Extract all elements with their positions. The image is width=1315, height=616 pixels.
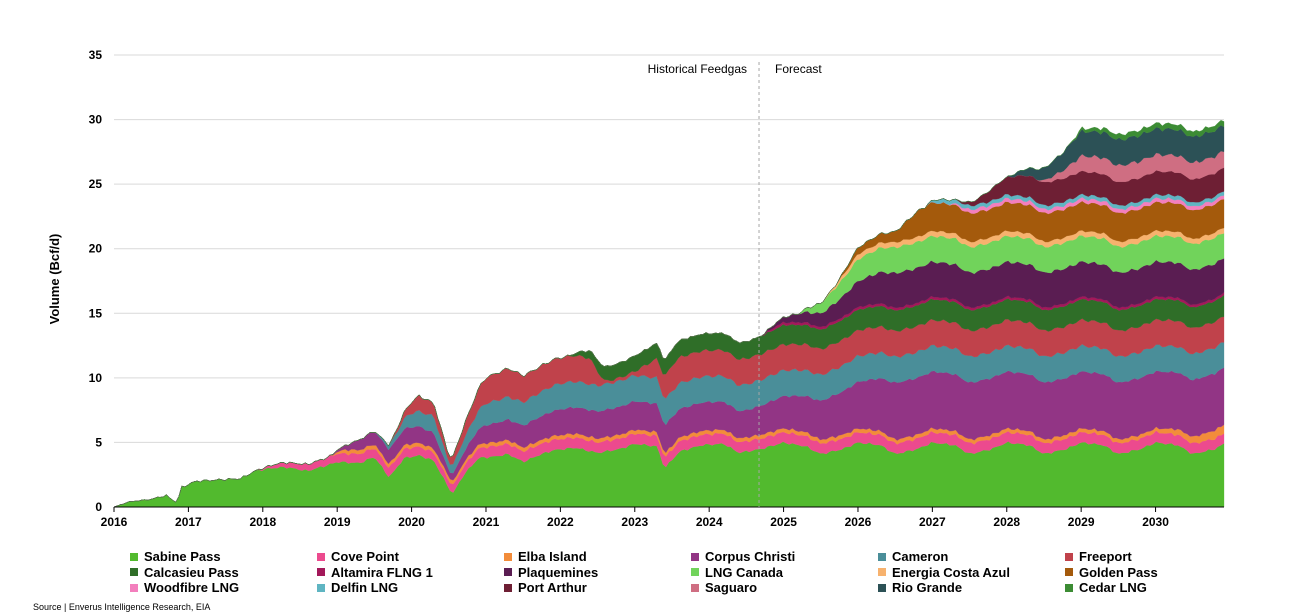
- legend-label: Energia Costa Azul: [892, 564, 1010, 580]
- x-tick-label: 2024: [696, 515, 723, 529]
- y-tick-label: 25: [89, 177, 103, 191]
- x-tick-label: 2016: [101, 515, 128, 529]
- legend-label: Calcasieu Pass: [144, 564, 239, 580]
- y-tick-label: 30: [89, 113, 103, 127]
- legend-swatch: [878, 583, 886, 592]
- legend-item: Port Arthur: [504, 580, 691, 596]
- legend-item: Saguaro: [691, 580, 878, 596]
- x-tick-label: 2018: [249, 515, 276, 529]
- legend-label: Delfin LNG: [331, 580, 399, 596]
- legend-swatch: [1065, 583, 1073, 592]
- legend-swatch: [504, 568, 512, 577]
- x-tick-label: 2019: [324, 515, 351, 529]
- legend-item: Cameron: [878, 549, 1065, 565]
- x-tick-label: 2026: [845, 515, 872, 529]
- grid-lines: [114, 54, 1224, 443]
- legend-item: Woodfibre LNG: [130, 580, 317, 596]
- x-tick-label: 2025: [770, 515, 797, 529]
- source-note: Source | Enverus Intelligence Research, …: [33, 602, 211, 612]
- legend-item: Cove Point: [317, 549, 504, 565]
- x-tick-label: 2030: [1142, 515, 1169, 529]
- legend-swatch: [878, 568, 886, 577]
- legend-swatch: [691, 568, 699, 577]
- x-tick-label: 2020: [398, 515, 425, 529]
- legend-item: Golden Pass: [1065, 565, 1250, 581]
- y-tick-label: 0: [95, 500, 102, 514]
- legend-item: Altamira FLNG 1: [317, 565, 504, 581]
- legend-label: Cameron: [892, 549, 949, 565]
- legend-swatch: [691, 552, 699, 561]
- legend-swatch: [504, 552, 512, 561]
- x-tick-label: 2028: [993, 515, 1020, 529]
- legend-swatch: [317, 568, 325, 577]
- legend-swatch: [317, 583, 325, 592]
- x-tick-label: 2021: [473, 515, 500, 529]
- legend-item: Sabine Pass: [130, 549, 317, 565]
- annotation-forecast: Forecast: [775, 62, 822, 76]
- x-tick-label: 2023: [621, 515, 648, 529]
- x-tick-label: 2027: [919, 515, 946, 529]
- legend-item: Plaquemines: [504, 565, 691, 581]
- legend-label: Cove Point: [331, 549, 399, 565]
- legend-label: Corpus Christi: [705, 549, 796, 565]
- legend-item: Energia Costa Azul: [878, 565, 1065, 581]
- legend-item: Cedar LNG: [1065, 580, 1250, 596]
- legend-label: Cedar LNG: [1079, 580, 1147, 596]
- legend-item: Elba Island: [504, 549, 691, 565]
- legend-swatch: [317, 552, 325, 561]
- annotations: Historical Feedgas Forecast: [648, 62, 822, 507]
- legend-item: Delfin LNG: [317, 580, 504, 596]
- legend-label: Woodfibre LNG: [144, 580, 240, 596]
- legend-label: Elba Island: [518, 549, 587, 565]
- y-tick-label: 10: [89, 371, 103, 385]
- legend-swatch: [1065, 568, 1073, 577]
- legend-label: Rio Grande: [892, 580, 963, 596]
- y-tick-label: 5: [95, 435, 102, 449]
- legend-label: Port Arthur: [518, 580, 587, 596]
- legend-swatch: [1065, 552, 1073, 561]
- legend-item: Calcasieu Pass: [130, 565, 317, 581]
- legend-label: Sabine Pass: [144, 549, 221, 565]
- legend-swatch: [130, 583, 138, 592]
- annotation-historical: Historical Feedgas: [648, 62, 747, 76]
- legend-label: Freeport: [1079, 549, 1132, 565]
- legend-swatch: [878, 552, 886, 561]
- stacked-areas: [113, 120, 1225, 508]
- legend-item: Corpus Christi: [691, 549, 878, 565]
- legend-item: Freeport: [1065, 549, 1250, 565]
- legend-swatch: [130, 552, 138, 561]
- legend-swatch: [504, 583, 512, 592]
- legend-label: LNG Canada: [705, 564, 784, 580]
- x-tick-label: 2017: [175, 515, 202, 529]
- legend-label: Altamira FLNG 1: [331, 564, 433, 580]
- y-axis-label: Volume (Bcf/d): [47, 234, 62, 325]
- legend-swatch: [130, 568, 138, 577]
- legend-swatch: [691, 583, 699, 592]
- legend-item: Rio Grande: [878, 580, 1065, 596]
- legend-label: Golden Pass: [1079, 564, 1158, 580]
- y-tick-label: 35: [89, 48, 103, 62]
- y-tick-label: 15: [89, 306, 103, 320]
- y-tick-label: 20: [89, 242, 103, 256]
- area-cedar-lng: [113, 120, 1225, 508]
- legend-item: LNG Canada: [691, 565, 878, 581]
- x-tick-label: 2029: [1068, 515, 1095, 529]
- legend-label: Saguaro: [705, 580, 758, 596]
- x-tick-label: 2022: [547, 515, 574, 529]
- legend: Sabine Pass Cove Point Elba Island Corpus C…: [130, 549, 1250, 596]
- legend-label: Plaquemines: [518, 564, 599, 580]
